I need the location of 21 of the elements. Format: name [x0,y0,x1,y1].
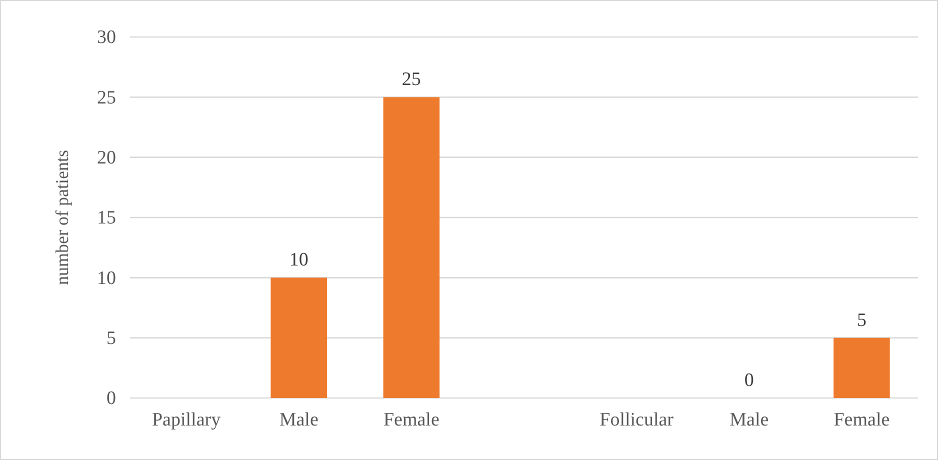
data-label: 5 [856,310,866,331]
y-tick-label: 30 [97,27,116,48]
bar [383,97,440,398]
x-tick-label: Follicular [600,409,674,430]
y-tick-label: 0 [106,388,116,410]
y-tick-label: 15 [97,208,116,229]
x-tick-label: Female [834,409,890,430]
x-tick-label: Female [383,409,440,430]
data-label: 10 [289,250,308,271]
x-tick-label: Papillary [152,409,222,430]
x-tick-label: Male [730,409,769,430]
bar [270,278,327,398]
data-label: 25 [402,69,421,90]
y-tick-label: 10 [97,268,116,289]
y-tick-label: 20 [97,147,116,168]
data-label: 0 [744,370,754,391]
y-tick-label: 5 [106,328,116,349]
bar [834,338,890,398]
y-axis-title: number of patients [52,150,72,285]
x-tick-label: Male [279,409,318,430]
y-tick-label: 25 [97,87,116,108]
